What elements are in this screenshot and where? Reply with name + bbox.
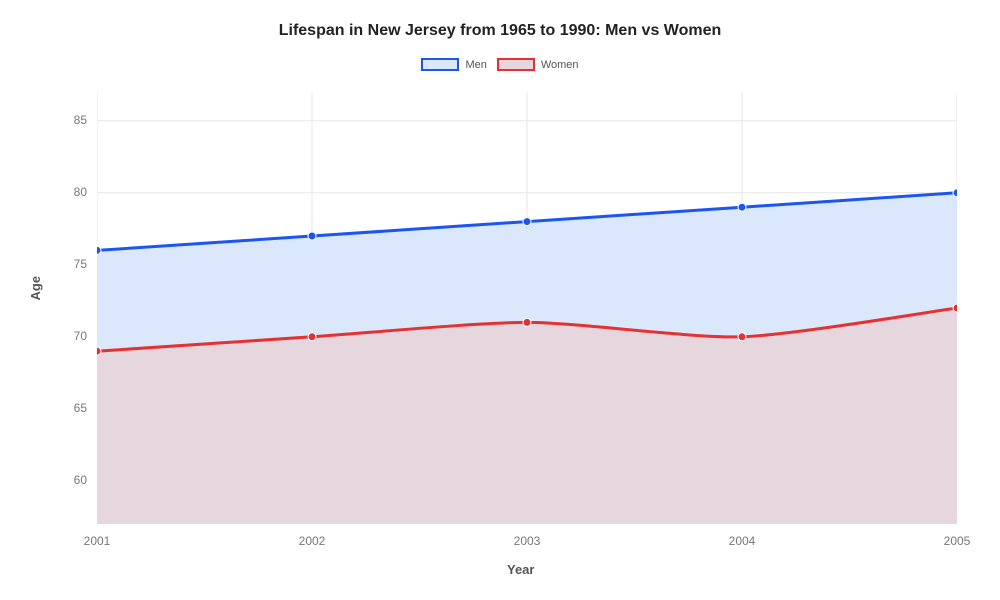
marker-women [953,304,957,312]
y-tick-label: 85 [74,113,87,127]
marker-women [97,347,101,355]
x-tick-label: 2002 [292,534,332,548]
marker-men [953,189,957,197]
x-tick-label: 2003 [507,534,547,548]
legend-item-men: Men [421,58,486,71]
x-tick-label: 2001 [77,534,117,548]
y-tick-label: 75 [74,257,87,271]
marker-women [523,318,531,326]
marker-men [738,203,746,211]
marker-men [523,218,531,226]
chart-container: Lifespan in New Jersey from 1965 to 1990… [0,0,1000,600]
y-tick-label: 60 [74,473,87,487]
marker-men [308,232,316,240]
x-axis-label: Year [507,562,534,577]
y-tick-label: 70 [74,329,87,343]
legend-item-women: Women [497,58,579,71]
legend-swatch-men [421,58,459,71]
legend-swatch-women [497,58,535,71]
x-tick-label: 2004 [722,534,762,548]
x-tick-label: 2005 [937,534,977,548]
y-tick-label: 65 [74,401,87,415]
marker-women [308,333,316,341]
legend-label-men: Men [465,59,486,71]
legend-label-women: Women [541,59,579,71]
chart-title: Lifespan in New Jersey from 1965 to 1990… [0,22,1000,40]
y-axis-label: Age [28,276,43,301]
marker-men [97,246,101,254]
marker-women [738,333,746,341]
chart-plot [97,92,957,524]
chart-legend: Men Women [0,58,1000,71]
y-tick-label: 80 [74,185,87,199]
